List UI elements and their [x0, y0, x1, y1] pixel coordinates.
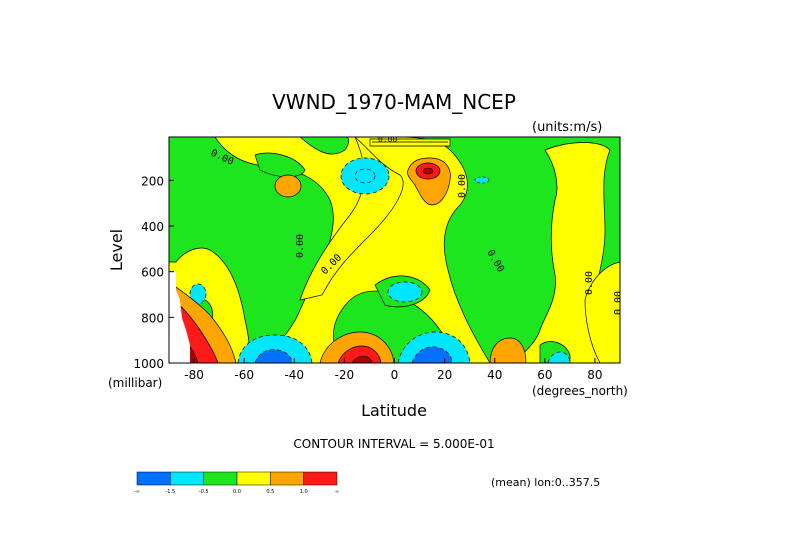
legend-label: 1.0: [300, 489, 308, 495]
x-tick-label: 40: [487, 368, 502, 382]
y-tick-label: 1000: [133, 357, 164, 371]
y-tick-label: 200: [141, 174, 164, 188]
contour-label: 0.00: [378, 135, 397, 144]
contour-label: 0.00: [613, 291, 624, 315]
legend-label: 0.0: [233, 489, 241, 495]
legend-swatch: [170, 471, 204, 486]
top-band: [369, 138, 451, 147]
small-cyan-cell: [474, 176, 490, 184]
legend-label: ∞: [335, 489, 339, 495]
x-tick-label: 0: [391, 368, 399, 382]
units-label: (units:m/s): [532, 120, 602, 135]
terrain-mask: [169, 272, 190, 363]
y-tick-label: 600: [141, 266, 164, 280]
legend-label: -∞: [134, 489, 140, 495]
y-axis-title: Level: [107, 229, 126, 271]
cyan-cell-surface-east: [547, 351, 571, 363]
x-axis: -80 -60 -40 -20 0 20 40 60 80: [184, 358, 603, 382]
legend-label: 0.5: [266, 489, 274, 495]
x-units-label: (degrees_north): [532, 384, 628, 398]
color-legend: -∞ -1.5 -0.5 0.0 0.5 1.0 ∞: [134, 471, 339, 495]
legend-swatch: [136, 471, 171, 486]
cyan-cell-upper-inner: [354, 168, 376, 184]
cyan-cell-mid: [387, 281, 423, 303]
positive-region-east: [584, 261, 620, 363]
red-cell-surface-center-core: [351, 355, 373, 363]
x-tick-label: -20: [335, 368, 355, 382]
y-tick-label: 400: [141, 220, 164, 234]
blue-cell-surface-west-core: [254, 349, 293, 363]
legend-swatch: [270, 471, 304, 486]
red-cell-upper-inner: [422, 167, 434, 175]
contour-label: 0.00: [584, 271, 595, 295]
blue-cell-surface-west: [237, 334, 313, 363]
legend-swatch: [203, 471, 238, 486]
contour-label: 0.00: [295, 234, 306, 258]
x-tick-label: 20: [437, 368, 452, 382]
x-tick-label: -60: [234, 368, 254, 382]
blue-cell-surface-center-core: [411, 346, 453, 363]
y-units-label: (millibar): [108, 376, 162, 390]
legend-label: -0.5: [199, 489, 209, 495]
contour-interval-text: CONTOUR INTERVAL = 5.000E-01: [293, 437, 494, 451]
legend-swatch: [303, 471, 338, 486]
orange-cell-upper-left: [274, 174, 302, 198]
y-tick-label: 800: [141, 311, 164, 325]
x-tick-label: -40: [284, 368, 304, 382]
negative-island-2: [254, 152, 306, 178]
contour-plot: 0.00 0.00 0.00 0.00 0.00 0.00 0.00 0.00: [169, 135, 624, 363]
chart-title: VWND_1970-MAM_NCEP: [272, 90, 516, 114]
legend-swatch: [236, 471, 271, 486]
cyan-cell-upper: [340, 157, 390, 195]
x-tick-label: 60: [537, 368, 552, 382]
legend-label: -1.5: [165, 489, 175, 495]
x-axis-title: Latitude: [361, 401, 427, 420]
negative-island-1: [299, 137, 350, 155]
contour-label: 0.00: [457, 174, 468, 198]
x-tick-label: -80: [184, 368, 204, 382]
x-tick-label: 80: [587, 368, 602, 382]
y-axis: 200 400 600 800 1000: [133, 174, 174, 371]
mean-lon-text: (mean) lon:0..357.5: [491, 476, 600, 489]
orange-cell-surface-east: [489, 337, 527, 363]
